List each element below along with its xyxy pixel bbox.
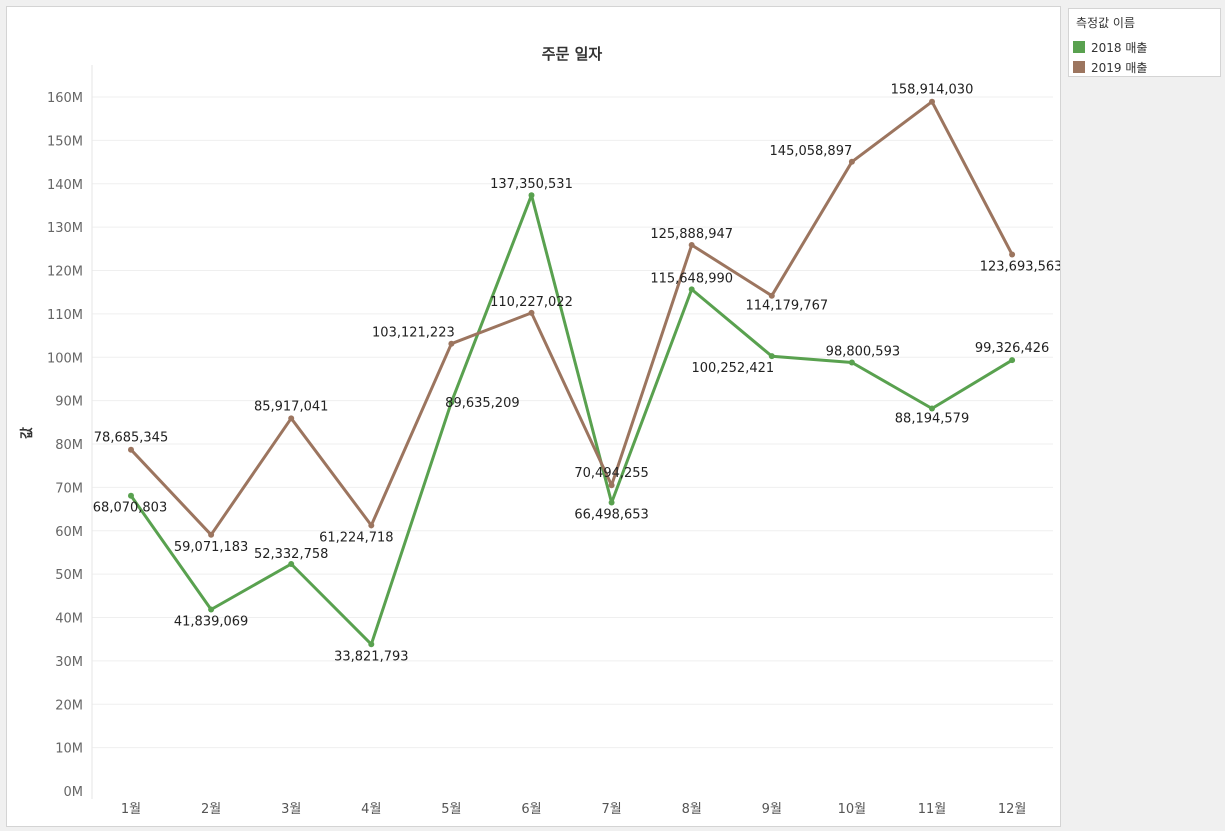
chart-title: 주문 일자 — [542, 45, 603, 63]
y-tick-label: 100M — [47, 351, 83, 366]
data-point — [848, 158, 855, 165]
data-label: 115,648,990 — [650, 271, 733, 286]
y-tick-label: 90M — [55, 395, 83, 410]
data-label: 110,227,022 — [490, 295, 573, 310]
data-point — [688, 286, 695, 293]
data-point — [368, 522, 375, 529]
x-tick-label: 10월 — [838, 802, 867, 817]
line-chart: 0M 10M 20M 30M 40M 50M 60M 70M 80M 90M 100M 110M 120… — [19, 45, 1060, 817]
data-point — [768, 353, 775, 360]
legend-label: 2019 매출 — [1091, 61, 1148, 75]
y-tick-label: 0M — [64, 785, 84, 800]
data-point — [128, 446, 134, 453]
data-label: 100,252,421 — [691, 361, 774, 376]
legend-swatch — [1073, 61, 1085, 73]
data-label: 59,071,183 — [174, 540, 248, 555]
legend-label: 2018 매출 — [1091, 41, 1148, 55]
data-label: 85,917,041 — [254, 399, 328, 414]
legend: 측정값 이름 2018 매출 2019 매출 — [1068, 8, 1221, 77]
legend-swatch — [1073, 41, 1085, 53]
x-tick-label: 6월 — [521, 802, 541, 817]
data-label: 125,888,947 — [650, 227, 733, 242]
data-point — [528, 192, 535, 199]
data-label: 52,332,758 — [254, 547, 328, 562]
data-label: 99,326,426 — [975, 341, 1049, 356]
y-tick-label: 140M — [47, 178, 83, 193]
data-point — [288, 415, 295, 422]
x-tick-label: 8월 — [682, 802, 702, 817]
data-point — [528, 309, 535, 316]
data-point — [448, 399, 455, 406]
y-tick-label: 110M — [47, 308, 83, 323]
data-label: 78,685,345 — [94, 431, 168, 446]
data-point — [288, 561, 295, 568]
data-label: 41,839,069 — [174, 615, 248, 630]
data-label: 98,800,593 — [826, 344, 900, 359]
data-label: 70,494,255 — [574, 466, 648, 481]
data-label: 61,224,718 — [319, 530, 393, 545]
y-tick-label: 70M — [55, 481, 83, 496]
data-label: 137,350,531 — [490, 177, 573, 192]
x-tick-label: 11월 — [918, 802, 947, 817]
y-tick-label: 130M — [47, 221, 83, 236]
y-axis-title: 값 — [19, 427, 35, 439]
y-tick-label: 40M — [55, 612, 83, 627]
data-label: 145,058,897 — [770, 144, 853, 159]
legend-title: 측정값 이름 — [1076, 16, 1136, 30]
x-tick-label: 12월 — [998, 802, 1027, 817]
y-tick-label: 80M — [55, 438, 83, 453]
data-point — [768, 292, 775, 299]
y-tick-label: 50M — [55, 568, 83, 583]
x-tick-label: 5월 — [441, 802, 461, 817]
data-label: 68,070,803 — [93, 501, 167, 516]
data-label: 89,635,209 — [445, 396, 519, 411]
y-tick-label: 120M — [47, 265, 83, 280]
data-label: 88,194,579 — [895, 411, 969, 426]
data-point — [128, 492, 134, 499]
data-label: 33,821,793 — [334, 649, 408, 664]
x-tick-label: 3월 — [281, 802, 301, 817]
data-label: 66,498,653 — [574, 508, 648, 523]
data-point — [1009, 251, 1016, 258]
y-tick-label: 10M — [55, 742, 83, 757]
data-point — [848, 359, 855, 366]
x-tick-label: 4월 — [361, 802, 381, 817]
chart-panel: 0M 10M 20M 30M 40M 50M 60M 70M 80M 90M 100M 110M 120… — [6, 6, 1061, 827]
data-point — [688, 241, 695, 248]
x-tick-label: 1월 — [121, 802, 141, 817]
y-tick-label: 150M — [47, 134, 83, 149]
data-point — [608, 482, 615, 489]
data-point — [448, 340, 455, 347]
data-point — [208, 531, 215, 538]
y-tick-label: 30M — [55, 655, 83, 670]
data-point — [368, 641, 375, 648]
data-point — [1009, 357, 1016, 364]
data-point — [208, 606, 215, 613]
series-line-2018 — [129, 193, 1014, 646]
x-tick-label: 2월 — [201, 802, 221, 817]
y-tick-label: 60M — [55, 525, 83, 540]
data-point — [929, 405, 935, 412]
data-point — [929, 98, 935, 105]
y-tick-label: 160M — [47, 91, 83, 106]
y-tick-label: 20M — [55, 698, 83, 713]
data-point — [608, 499, 615, 506]
series-line-2019 — [129, 100, 1014, 537]
data-label: 103,121,223 — [372, 326, 455, 341]
data-label: 158,914,030 — [891, 83, 974, 98]
data-label: 123,693,563 — [980, 259, 1060, 274]
x-tick-label: 9월 — [762, 802, 782, 817]
data-label: 114,179,767 — [745, 299, 828, 314]
x-tick-label: 7월 — [601, 802, 621, 817]
